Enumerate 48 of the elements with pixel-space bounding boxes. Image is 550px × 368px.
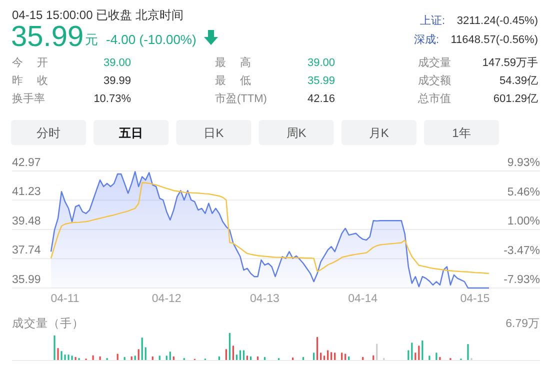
text: 1年 xyxy=(452,126,471,140)
text: 月K xyxy=(368,126,389,140)
y-tick-label: 39.48 xyxy=(12,216,41,228)
text: 总市值 xyxy=(417,92,451,105)
y2-tick-label: -7.93% xyxy=(504,274,540,286)
text: 成交量 xyxy=(418,56,451,69)
text: 上证: xyxy=(420,14,446,27)
text: 39.99 xyxy=(103,75,131,87)
text: 市盈(TTM) xyxy=(215,92,267,105)
text: 分时 xyxy=(36,126,60,140)
text: 11648.57(-0.56%) xyxy=(450,34,538,46)
text: 6.79万 xyxy=(506,317,540,330)
y-tick-label: 37.74 xyxy=(12,244,42,257)
text: 成交额 xyxy=(418,74,451,87)
text: 42.16 xyxy=(307,93,335,105)
text: 601.29亿 xyxy=(493,93,538,105)
y-tick-label: 42.97 xyxy=(12,157,41,169)
text: 147.59万手 xyxy=(482,56,538,69)
text: 54.39亿 xyxy=(499,75,538,87)
text: 今 开 xyxy=(12,57,48,69)
text: 35.99 xyxy=(307,75,335,87)
text: -4.00 (-10.00%) xyxy=(106,32,196,47)
x-tick-label: 04-15 xyxy=(460,293,490,305)
text: 昨 收 xyxy=(12,75,48,87)
text: 39.00 xyxy=(103,57,131,69)
text: 五日 xyxy=(118,126,144,140)
text: 39.00 xyxy=(307,57,335,69)
text: 最 高 xyxy=(215,56,251,69)
text: 日K xyxy=(204,126,224,140)
text: 最 低 xyxy=(215,75,251,87)
text: 换手率 xyxy=(12,92,45,105)
x-tick-label: 04-11 xyxy=(50,293,80,305)
y2-tick-label: 1.00% xyxy=(507,216,540,228)
text: 04-15 15:00:00 已收盘 北京时间 xyxy=(12,8,184,22)
text: 元 xyxy=(85,32,98,47)
x-tick-label: 04-14 xyxy=(348,293,378,305)
text: 3211.24(-0.45%) xyxy=(456,15,538,27)
x-tick-label: 04-13 xyxy=(250,293,280,305)
chart-title: 成交量（手） xyxy=(12,316,84,330)
y2-tick-label: -3.47% xyxy=(504,244,540,257)
y2-tick-label: 5.46% xyxy=(507,186,540,198)
text: 深成: xyxy=(414,33,440,46)
y-tick-label: 35.99 xyxy=(12,274,41,286)
text: 10.73% xyxy=(94,93,132,105)
text: 周K xyxy=(286,126,306,140)
y-tick-label: 41.23 xyxy=(12,186,41,198)
x-tick-label: 04-12 xyxy=(152,293,182,305)
y2-tick-label: 9.93% xyxy=(507,157,540,169)
